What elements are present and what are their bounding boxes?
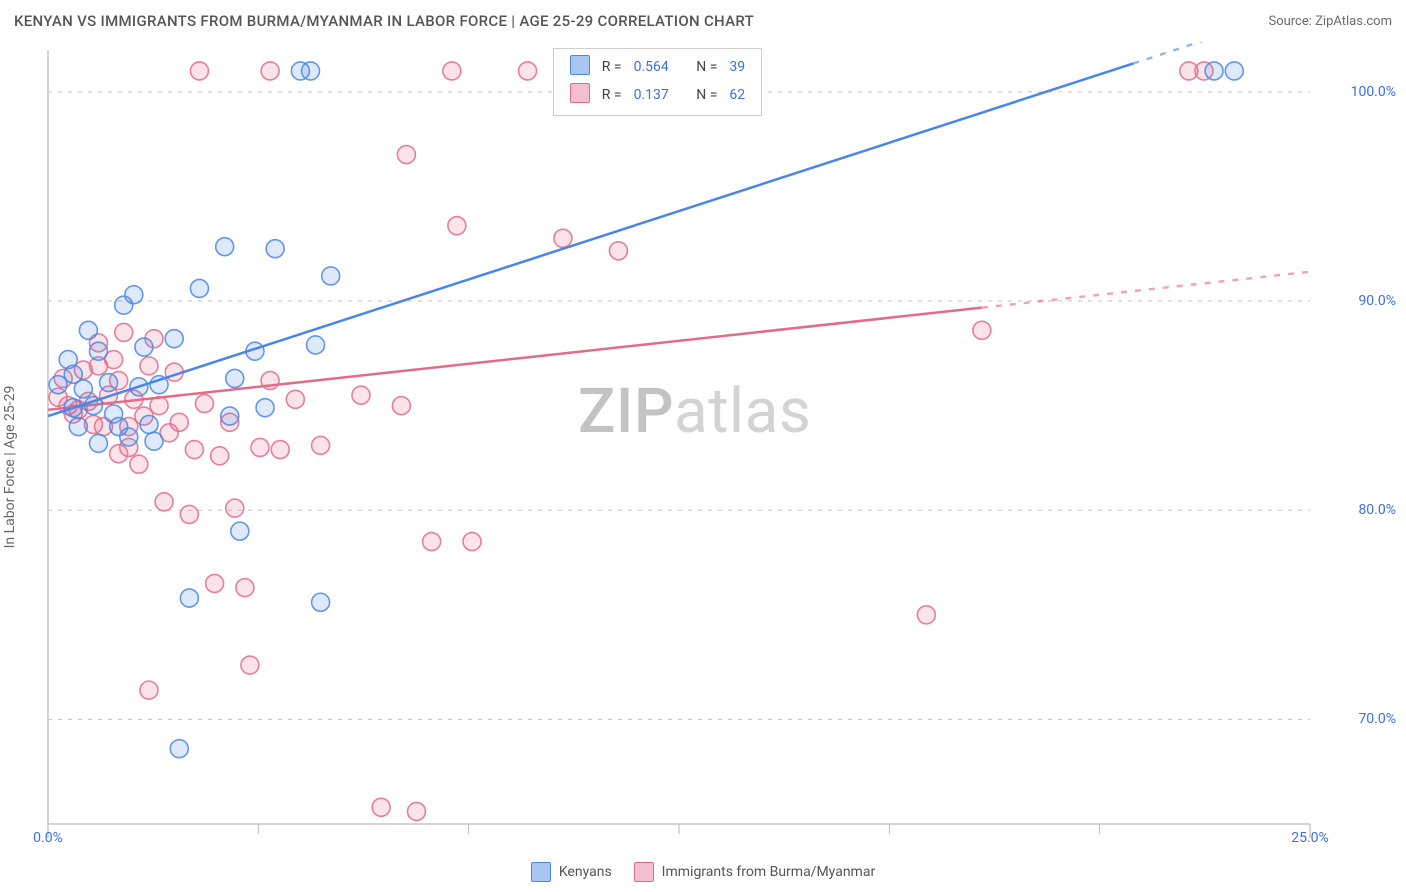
stats-n-label: N = [690,53,723,81]
stats-row-kenyans: R = 0.564 N = 39 [564,53,751,81]
chart-area: In Labor Force | Age 25-29 ZIPatlas R = … [0,42,1406,892]
stats-r-immigrants: 0.137 [628,81,675,109]
y-axis-label: In Labor Force | Age 25-29 [2,386,18,549]
legend-item-immigrants: Immigrants from Burma/Myanmar [634,862,876,882]
title-bar: KENYAN VS IMMIGRANTS FROM BURMA/MYANMAR … [0,0,1406,42]
y-tick-label: 70.0% [1358,711,1396,727]
source-attribution: Source: ZipAtlas.com [1268,14,1392,29]
legend-swatch-kenyans [570,55,590,75]
legend-label-kenyans: Kenyans [559,864,612,880]
y-tick-label: 90.0% [1358,293,1396,309]
scatter-chart [0,42,1406,892]
x-tick-label: 0.0% [33,830,63,846]
bottom-legend: Kenyans Immigrants from Burma/Myanmar [0,858,1406,886]
stats-r-kenyans: 0.564 [628,53,675,81]
chart-title: KENYAN VS IMMIGRANTS FROM BURMA/MYANMAR … [14,12,754,30]
correlation-stats-box: R = 0.564 N = 39 R = 0.137 N = 62 [553,48,762,116]
legend-box-immigrants [634,862,654,882]
stats-row-immigrants: R = 0.137 N = 62 [564,81,751,109]
stats-n-kenyans: 39 [723,53,751,81]
stats-n-immigrants: 62 [723,81,751,109]
y-tick-label: 100.0% [1351,84,1396,100]
stats-r-label: R = [596,81,628,109]
x-tick-label: 25.0% [1291,830,1329,846]
stats-n-label: N = [690,81,723,109]
legend-swatch-immigrants [570,83,590,103]
stats-r-label: R = [596,53,628,81]
legend-item-kenyans: Kenyans [531,862,612,882]
legend-box-kenyans [531,862,551,882]
y-tick-label: 80.0% [1358,502,1396,518]
legend-label-immigrants: Immigrants from Burma/Myanmar [662,864,876,880]
x-tick-labels: 0.0% 25.0% [0,830,1406,852]
